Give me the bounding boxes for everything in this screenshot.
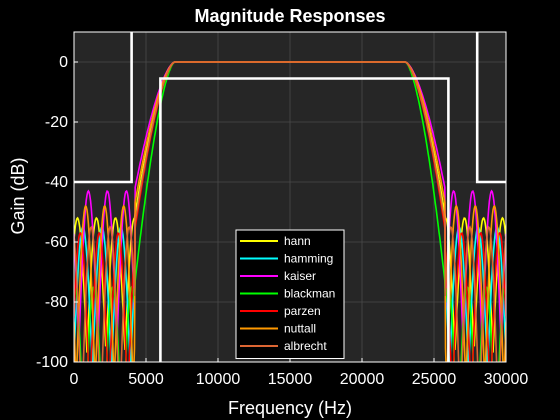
legend-label-albrecht: albrecht: [284, 339, 327, 353]
spec-mask: [74, 32, 506, 362]
legend-label-hann: hann: [284, 234, 311, 248]
chart-title: Magnitude Responses: [194, 6, 385, 26]
legend: hann hamming kaiser blackman parzen nuttall al…: [235, 229, 345, 359]
x-tick-label: 0: [70, 371, 79, 388]
y-axis-label: Gain (dB): [8, 157, 28, 234]
x-tick-label: 30000: [484, 371, 529, 388]
legend-label-blackman: blackman: [284, 287, 335, 301]
spec-mask-stopband-left: [74, 32, 133, 184]
series-layer: [74, 61, 506, 362]
y-tick-label: -80: [45, 294, 68, 311]
y-tick-label: -40: [45, 174, 68, 191]
x-tick-label: 15000: [268, 371, 313, 388]
legend-label-hamming: hamming: [284, 252, 333, 266]
y-tick-label: -60: [45, 234, 68, 251]
x-tick-label: 10000: [196, 371, 241, 388]
x-tick-label: 20000: [340, 371, 385, 388]
spec-mask-stopband-right: [475, 32, 506, 184]
y-tick-label: -20: [45, 114, 68, 131]
spec-mask-passband: [159, 77, 450, 362]
y-tick-label: 0: [59, 54, 68, 71]
legend-label-nuttall: nuttall: [284, 322, 316, 336]
y-tick-label: -100: [36, 354, 68, 371]
x-axis-label: Frequency (Hz): [228, 398, 352, 418]
series-line-albrecht: [74, 61, 506, 362]
legend-label-parzen: parzen: [284, 304, 321, 318]
legend-label-kaiser: kaiser: [284, 269, 316, 283]
x-tick-label: 25000: [412, 371, 457, 388]
x-tick-label: 5000: [128, 371, 164, 388]
axes-layer: 0 5000 10000 15000 20000 25000 30000 -100 -80 -60…: [36, 31, 529, 388]
